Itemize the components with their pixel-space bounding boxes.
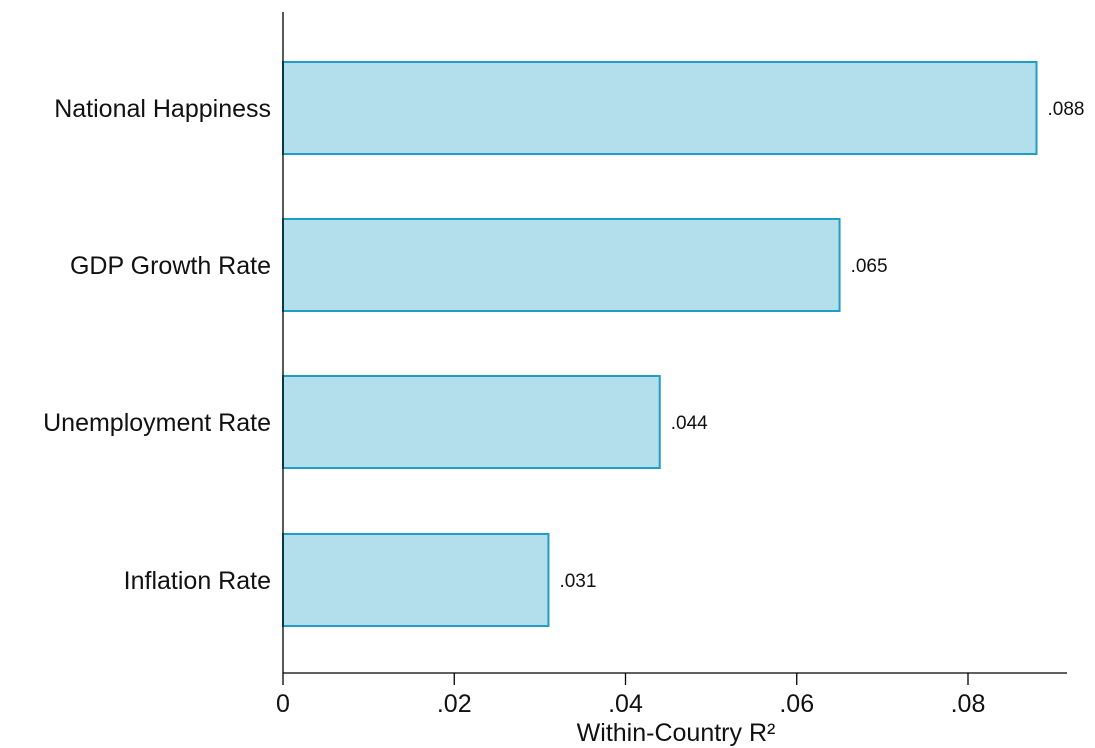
category-labels-group: National Happiness GDP Growth Rate Unemplo… [43, 95, 271, 595]
data-label-0: .088 [1048, 99, 1085, 120]
x-axis-title: Within-Country R² [577, 719, 776, 747]
bar-1 [282, 218, 841, 312]
x-tick-label-2: .04 [608, 690, 643, 718]
x-tick-label-0: 0 [276, 690, 290, 718]
x-tick-label-4: .08 [951, 690, 986, 718]
category-label-2: Unemployment Rate [43, 409, 271, 437]
data-label-2: .044 [671, 413, 708, 434]
category-label-3: Inflation Rate [124, 567, 271, 595]
data-labels-group: .088 .065 .044 .031 [559, 99, 1084, 592]
data-label-3: .031 [559, 571, 596, 592]
x-tick-label-1: .02 [437, 690, 472, 718]
bars-group [282, 61, 1038, 627]
bar-0 [282, 61, 1038, 155]
category-label-1: GDP Growth Rate [70, 252, 271, 280]
bar-2 [282, 375, 661, 469]
x-axis-ticks-group: 0 .02 .04 .06 .08 [276, 673, 985, 718]
bar-3 [282, 533, 550, 627]
x-tick-label-3: .06 [779, 690, 814, 718]
category-label-0: National Happiness [54, 95, 271, 123]
data-label-1: .065 [851, 256, 888, 277]
